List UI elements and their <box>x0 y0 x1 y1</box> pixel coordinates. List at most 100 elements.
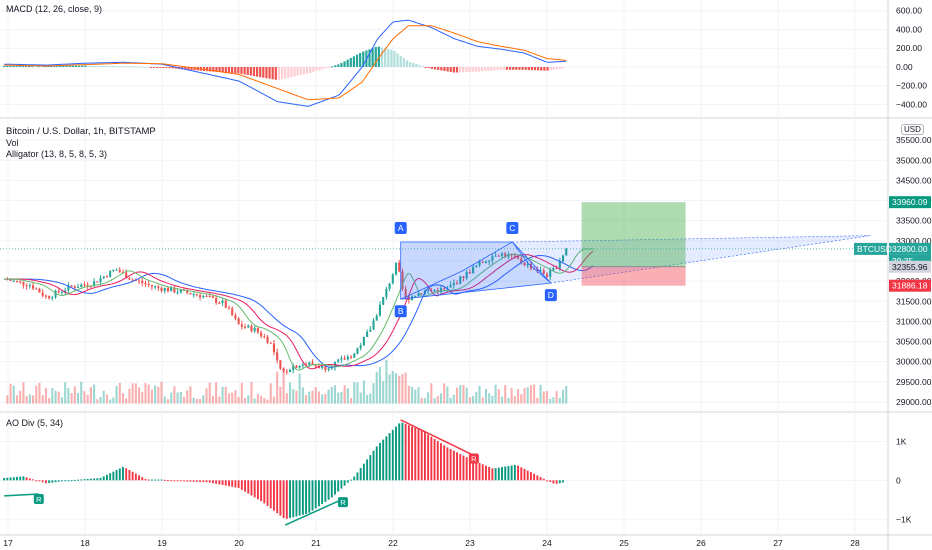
ao-legend[interactable]: AO Div (5, 34) <box>6 418 64 428</box>
x-tick-label: 24 <box>542 538 552 548</box>
macd-histogram-bar <box>209 66 212 72</box>
ao-bar <box>263 480 266 504</box>
divergence-marker-badge <box>468 453 479 464</box>
macd-tick-label: 600.00 <box>896 6 922 16</box>
candle-body <box>427 290 430 292</box>
candle-body <box>76 287 80 289</box>
ao-bar <box>459 453 462 481</box>
candle-body <box>455 282 459 284</box>
ao-bar <box>446 447 449 481</box>
pattern-point-label: A <box>398 223 404 233</box>
candle-body <box>260 332 263 337</box>
volume-bar <box>231 392 234 404</box>
macd-histogram-bar <box>106 65 109 67</box>
macd-histogram-bar <box>3 66 6 68</box>
alligator-legend[interactable]: Alligator (13, 8, 5, 8, 5, 3) <box>6 149 108 159</box>
volume-bar <box>411 386 414 404</box>
candle-body <box>64 290 67 292</box>
volume-bar <box>182 396 186 404</box>
candle-body <box>472 266 475 274</box>
volume-bar <box>420 397 423 404</box>
macd-histogram-bar <box>452 66 455 73</box>
ao-bar <box>404 423 407 481</box>
x-tick-label: 25 <box>619 538 629 548</box>
macd-histogram-bar <box>296 66 299 76</box>
volume-bar <box>305 395 308 404</box>
candle-body <box>157 286 160 288</box>
macd-histogram-bar <box>65 65 68 67</box>
macd-histogram-bar <box>496 66 499 71</box>
ao-bar <box>89 478 92 481</box>
candle-body <box>536 268 539 272</box>
volume-bar <box>6 395 9 404</box>
pattern-point-b: B <box>394 305 407 318</box>
volume-bar <box>507 397 510 404</box>
ao-bar <box>452 450 455 481</box>
volume-bar <box>404 372 407 404</box>
volume-bar <box>147 384 150 404</box>
candle-body <box>542 270 545 274</box>
ao-bar <box>420 430 423 481</box>
ao-bar <box>80 479 83 481</box>
candle-body <box>48 296 51 299</box>
candle-body <box>234 315 237 319</box>
volume-bar <box>449 397 452 404</box>
volume-bar <box>494 384 497 404</box>
macd-histogram-bar <box>315 66 318 72</box>
macd-histogram-bar <box>140 66 143 68</box>
volume-bar <box>353 381 356 404</box>
macd-histogram-bar <box>430 66 434 69</box>
volume-legend[interactable]: Vol <box>6 138 19 148</box>
macd-histogram-bar <box>318 66 321 71</box>
volume-bar <box>504 385 507 404</box>
macd-histogram-bar <box>152 66 156 68</box>
candle-body <box>520 258 523 263</box>
volume-bar <box>60 397 64 404</box>
ao-bar <box>501 467 503 481</box>
x-tick-label: 28 <box>850 538 860 548</box>
price-tick-label: 35500.00 <box>896 135 932 145</box>
volume-bar <box>38 382 41 404</box>
pattern-point-badge <box>506 222 519 235</box>
macd-legend[interactable]: MACD (12, 26, close, 9) <box>6 4 103 14</box>
ao-bar <box>240 480 243 490</box>
macd-histogram-bar <box>49 65 53 67</box>
ao-bar <box>484 465 487 481</box>
volume-bar <box>288 382 292 404</box>
volume-bar <box>285 393 288 404</box>
symbol-tag-bg <box>854 242 887 255</box>
currency-badge[interactable]: USD <box>901 124 924 135</box>
candle-body <box>459 276 462 284</box>
volume-bar <box>462 385 465 404</box>
ao-bar <box>321 480 324 505</box>
macd-histogram-bar <box>24 66 28 68</box>
volume-bar <box>202 395 205 404</box>
price-chart-title[interactable]: Bitcoin / U.S. Dollar, 1h, BITSTAMP <box>6 126 156 137</box>
candle-body <box>436 290 439 293</box>
macd-histogram-bar <box>408 61 412 67</box>
ao-bar <box>256 480 259 500</box>
volume-bar <box>340 392 343 404</box>
volume-bar <box>166 399 170 404</box>
volume-bar <box>475 391 478 404</box>
macd-histogram-bar <box>168 66 171 69</box>
volume-bar <box>455 387 459 404</box>
volume-bar <box>536 397 539 404</box>
candle-body <box>231 308 234 316</box>
ao-bar <box>150 479 153 481</box>
macd-histogram-bar <box>184 66 187 70</box>
alligator-teeth-line <box>4 250 594 370</box>
volume-bar <box>211 395 214 404</box>
candle-body <box>439 288 443 293</box>
macd-histogram-bar <box>480 66 484 72</box>
candle-body <box>170 287 173 292</box>
macd-histogram-bar <box>555 66 558 70</box>
candle-body <box>298 365 301 368</box>
volume-bar <box>414 389 417 404</box>
ao-bar <box>378 442 381 481</box>
ao-bar <box>388 433 391 481</box>
candle-body <box>12 280 15 282</box>
macd-histogram-bar <box>512 66 515 70</box>
ao-bar <box>64 480 67 482</box>
